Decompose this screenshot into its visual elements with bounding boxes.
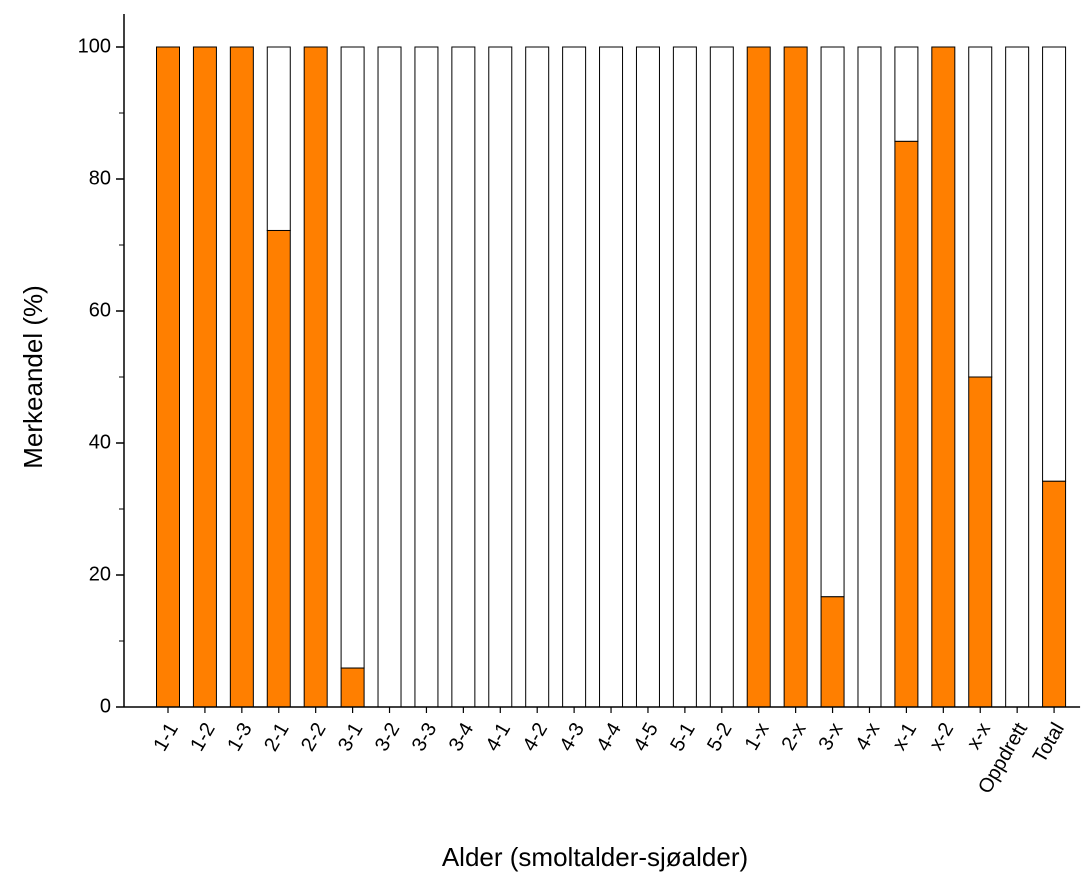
x-tick-label-1-3: 1-3 — [223, 719, 257, 755]
bar-marked-1-x — [746, 46, 771, 708]
x-tick-label-3-x: 3-x — [815, 719, 848, 754]
bar-unmarked-x-1 — [894, 46, 919, 142]
x-tick-label-x-2: x-2 — [925, 719, 958, 754]
bar-marked-1-3 — [229, 46, 254, 708]
bar-marked-x-2 — [931, 46, 956, 708]
x-axis-title: Alder (smoltalder-sjøalder) — [442, 842, 748, 872]
bar-unmarked-4-1 — [488, 46, 513, 708]
x-tick-label-3-1: 3-1 — [334, 719, 368, 755]
y-axis-title: Merkeandel (%) — [18, 285, 48, 469]
x-tick-label-3-3: 3-3 — [408, 719, 442, 755]
bar-marked-2-x — [783, 46, 808, 708]
bar-unmarked-3-2 — [377, 46, 402, 708]
axes-group — [116, 14, 1081, 713]
y-tick-label-0: 0 — [100, 695, 111, 717]
bar-marked-x-1 — [894, 140, 919, 708]
bar-marked-3-x — [820, 596, 845, 708]
x-tick-label-4-2: 4-2 — [519, 719, 553, 755]
x-tick-label-1-x: 1-x — [741, 719, 774, 754]
x-tick-label-3-2: 3-2 — [371, 719, 405, 755]
x-tick-label-4-1: 4-1 — [482, 719, 516, 755]
bar-unmarked-2-1 — [266, 46, 291, 231]
y-tick-label-60: 60 — [89, 299, 111, 321]
y-tick-label-20: 20 — [89, 563, 111, 585]
bar-marked-2-1 — [266, 229, 291, 708]
x-tick-label-x-1: x-1 — [888, 719, 921, 754]
bar-unmarked-Total — [1042, 46, 1067, 482]
bar-marked-1-1 — [156, 46, 180, 708]
bar-unmarked-4-4 — [599, 46, 624, 708]
bar-marked-2-2 — [303, 46, 328, 708]
bar-marked-3-1 — [340, 667, 365, 708]
x-tick-label-4-4: 4-4 — [592, 719, 626, 755]
bars-group — [156, 46, 1067, 708]
x-tick-label-4-3: 4-3 — [556, 719, 590, 755]
bar-unmarked-3-1 — [340, 46, 365, 669]
bar-unmarked-4-5 — [635, 46, 660, 708]
bar-unmarked-3-3 — [414, 46, 439, 708]
x-tick-label-5-1: 5-1 — [666, 719, 700, 755]
y-tick-label-80: 80 — [89, 167, 111, 189]
y-tick-label-100: 100 — [78, 35, 111, 57]
x-tick-label-4-5: 4-5 — [629, 719, 663, 755]
bar-unmarked-5-2 — [709, 46, 734, 708]
bar-marked-1-2 — [192, 46, 217, 708]
x-tick-label-Total: Total — [1029, 719, 1069, 767]
x-tick-label-3-4: 3-4 — [445, 719, 479, 755]
bar-unmarked-3-x — [820, 46, 845, 598]
x-tick-label-1-2: 1-2 — [186, 719, 220, 755]
y-tick-label-40: 40 — [89, 431, 111, 453]
x-tick-label-5-2: 5-2 — [703, 719, 737, 755]
bar-unmarked-5-1 — [672, 46, 697, 708]
x-tick-label-x-x: x-x — [963, 719, 995, 753]
x-tick-label-1-1: 1-1 — [149, 719, 183, 755]
bar-marked-Total — [1042, 480, 1067, 708]
bar-unmarked-3-4 — [451, 46, 476, 708]
bar-unmarked-4-2 — [525, 46, 550, 708]
bar-unmarked-4-3 — [562, 46, 587, 708]
bar-unmarked-x-x — [968, 46, 993, 378]
x-tick-label-2-1: 2-1 — [260, 719, 294, 755]
x-tick-label-2-x: 2-x — [778, 719, 811, 754]
bar-marked-x-x — [968, 376, 993, 708]
x-tick-label-4-x: 4-x — [851, 719, 884, 754]
x-tick-label-2-2: 2-2 — [297, 719, 331, 755]
bar-unmarked-Oppdrett — [1005, 46, 1030, 708]
bar-unmarked-4-x — [857, 46, 882, 708]
